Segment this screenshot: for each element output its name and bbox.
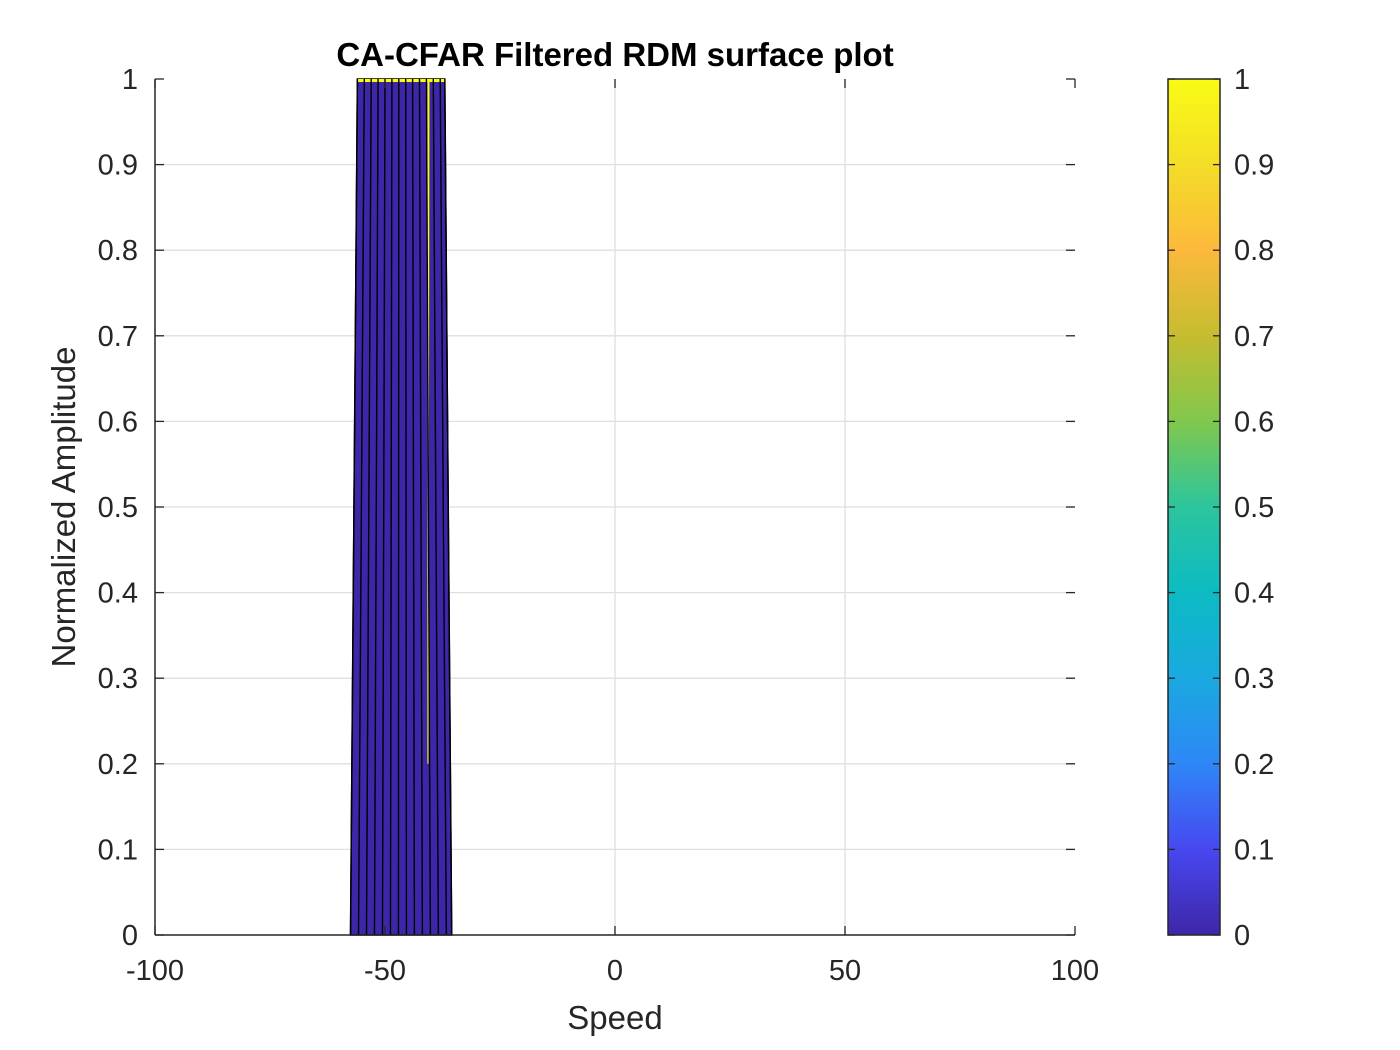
colorbar-tick-label: 0.7 [1234,321,1274,353]
colorbar-tick-label: 0.4 [1234,578,1274,610]
surface-mesh-line [373,78,379,936]
surface-mesh-line [425,78,432,936]
y-tick-label: 1 [122,64,138,96]
y-tick-label: 0.8 [98,235,138,267]
x-tick-label: 50 [829,955,861,987]
grid [155,79,1075,935]
y-tick-label: 0.2 [98,749,138,781]
y-tick-label: 0.9 [98,150,138,182]
colorbar-tick-label: 0.6 [1234,406,1274,438]
x-tick-label: -50 [364,955,406,987]
surface-mesh-line [389,78,393,936]
colorbar-tick-label: 0.9 [1234,150,1274,182]
surface-mesh-line [349,78,359,936]
colorbar-tick-label: 0.2 [1234,749,1274,781]
colorbar-gradient [1167,78,1221,936]
surface-region [349,78,453,936]
surface-mesh-line [418,78,424,936]
surface-mesh-line [365,78,372,936]
x-tick-label: 0 [607,955,623,987]
y-tick-label: 0.3 [98,663,138,695]
colorbar-tick-label: 0 [1234,920,1250,952]
y-tick-label: 0.5 [98,492,138,524]
x-axis-label: Speed [567,999,662,1036]
y-tick-label: 0 [122,920,138,952]
colorbar: 0 0.1 0.2 0.3 0.4 0.5 0.6 0.7 0.8 0.9 1 [1167,64,1274,952]
colorbar-tick-label: 1 [1234,64,1250,96]
y-tick-label: 0.7 [98,321,138,353]
surface-mesh-line [444,78,453,936]
y-tick-label: 0.6 [98,406,138,438]
colorbar-tick-label: 0.3 [1234,663,1274,695]
surface-mesh-line [405,78,408,936]
x-tick-label: 100 [1051,955,1099,987]
y-axis-label: Normalized Amplitude [45,347,82,668]
y-tick-labels: 0 0.1 0.2 0.3 0.4 0.5 0.6 0.7 0.8 0.9 1 [98,64,138,952]
axes [154,78,1076,936]
colorbar-tick-label: 0.1 [1234,834,1274,866]
y-tick-label: 0.4 [98,578,138,610]
surface-mesh-line [439,78,448,936]
surface-mesh-line [381,78,386,936]
surface-mesh-line [357,78,365,936]
colorbar-tick-label: 0.5 [1234,492,1274,524]
y-tick-label: 0.1 [98,834,138,866]
chart-title: CA-CFAR Filtered RDM surface plot [336,36,893,73]
x-tick-label: -100 [126,955,184,987]
x-tick-labels: -100 -50 0 50 100 [126,955,1099,987]
surface-mesh-line [411,78,416,936]
colorbar-tick-label: 0.8 [1234,235,1274,267]
surface-mesh-line [432,78,440,936]
